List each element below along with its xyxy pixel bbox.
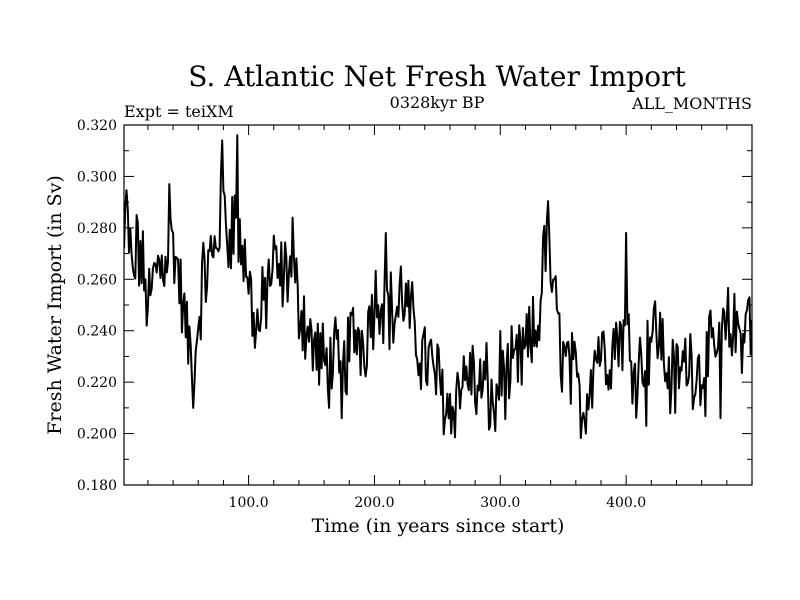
y-tick-label: 0.200 xyxy=(77,427,117,443)
x-tick-label: 400.0 xyxy=(606,495,646,511)
y-tick-label: 0.280 xyxy=(77,221,117,237)
experiment-label: Expt = teiXM xyxy=(124,102,234,121)
y-tick-label: 0.320 xyxy=(77,118,117,134)
x-axis-label: Time (in years since start) xyxy=(312,515,565,537)
y-tick-label: 0.260 xyxy=(77,272,117,288)
axis-ticks xyxy=(124,124,752,486)
series-line-fresh-water-import xyxy=(124,134,752,440)
period-label: 0328kyr BP xyxy=(390,93,485,112)
plot-frame xyxy=(123,124,753,486)
x-tick-label: 200.0 xyxy=(354,495,394,511)
tick-labels: 100.0 200.0 300.0 400.0 0.180 0.200 0.220 0.240… xyxy=(77,118,646,511)
y-axis-label: Fresh Water Import (in Sv) xyxy=(44,175,66,435)
y-tick-label: 0.300 xyxy=(77,169,117,185)
x-tick-label: 300.0 xyxy=(480,495,520,511)
chart-title: S. Atlantic Net Fresh Water Import xyxy=(188,60,686,93)
x-tick-label: 100.0 xyxy=(229,495,269,511)
y-tick-label: 0.180 xyxy=(77,478,117,494)
y-tick-label: 0.220 xyxy=(77,375,117,391)
y-tick-label: 0.240 xyxy=(77,324,117,340)
months-label: ALL_MONTHS xyxy=(631,94,752,113)
